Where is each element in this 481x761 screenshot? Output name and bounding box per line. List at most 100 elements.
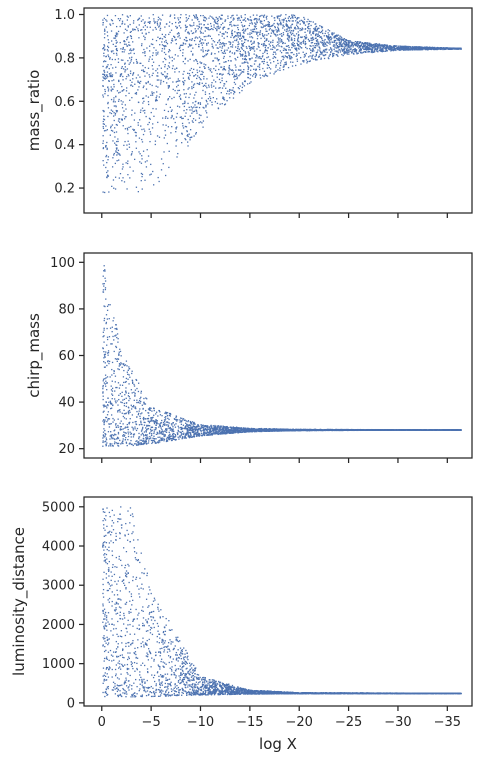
scatter-point <box>107 39 109 41</box>
scatter-point <box>223 85 225 87</box>
scatter-point <box>253 18 255 21</box>
scatter-point <box>228 64 231 67</box>
scatter-point <box>153 435 155 437</box>
scatter-point <box>243 35 245 38</box>
scatter-point <box>124 62 126 64</box>
scatter-point <box>141 32 143 34</box>
scatter-point <box>149 409 152 411</box>
scatter-point <box>134 112 136 114</box>
scatter-point <box>155 411 158 413</box>
scatter-point <box>258 18 260 20</box>
scatter-point <box>177 89 179 92</box>
scatter-point <box>200 42 202 45</box>
scatter-point <box>228 72 230 74</box>
scatter-point <box>274 26 276 29</box>
scatter-point <box>197 102 199 105</box>
scatter-point <box>150 417 152 419</box>
scatter-point <box>293 38 296 40</box>
scatter-point <box>128 52 130 55</box>
scatter-point <box>116 124 118 126</box>
scatter-point <box>370 50 373 52</box>
scatter-point <box>388 48 390 50</box>
scatter-point <box>145 82 147 85</box>
scatter-point <box>113 187 115 189</box>
scatter-point <box>278 40 280 42</box>
scatter-point <box>103 366 106 368</box>
scatter-point <box>139 82 141 85</box>
scatter-point <box>142 442 145 445</box>
scatter-point <box>147 442 150 444</box>
scatter-point <box>121 366 123 368</box>
scatter-point <box>137 444 139 446</box>
scatter-point <box>102 123 104 125</box>
scatter-point <box>203 63 205 65</box>
scatter-point <box>184 79 186 82</box>
scatter-point <box>213 41 216 43</box>
scatter-point <box>274 34 277 36</box>
scatter-point <box>166 421 169 423</box>
scatter-point <box>234 57 236 60</box>
scatter-point <box>217 59 220 61</box>
scatter-point <box>281 46 283 48</box>
scatter-point <box>280 24 282 26</box>
scatter-point <box>277 69 279 71</box>
scatter-point <box>185 139 187 141</box>
scatter-point <box>234 39 236 42</box>
scatter-point <box>190 106 192 108</box>
scatter-point <box>128 399 130 402</box>
scatter-point <box>368 42 370 44</box>
scatter-point <box>201 73 203 75</box>
scatter-point <box>102 147 104 150</box>
scatter-point <box>163 438 166 441</box>
scatter-point <box>141 107 144 109</box>
scatter-point <box>372 48 374 50</box>
scatter-point <box>187 17 190 20</box>
scatter-point <box>122 101 124 103</box>
scatter-point <box>407 49 409 51</box>
scatter-point <box>145 397 147 399</box>
scatter-point <box>102 434 105 436</box>
scatter-point <box>213 24 215 26</box>
scatter-point <box>110 74 112 76</box>
scatter-point <box>394 48 397 50</box>
scatter-point <box>352 51 354 53</box>
scatter-point <box>242 71 245 73</box>
scatter-point <box>201 42 203 44</box>
scatter-point <box>365 49 368 51</box>
scatter-point <box>300 19 302 22</box>
scatter-point <box>167 126 170 128</box>
scatter-point <box>115 36 117 38</box>
scatter-point <box>185 20 187 22</box>
scatter-point <box>284 17 287 19</box>
scatter-point <box>155 438 157 440</box>
scatter-point <box>148 117 151 119</box>
scatter-point <box>283 64 285 66</box>
scatter-point <box>153 20 155 22</box>
scatter-point <box>361 42 364 45</box>
scatter-point <box>233 74 236 76</box>
scatter-point <box>102 142 104 145</box>
scatter-point <box>216 73 218 75</box>
scatter-point <box>259 68 261 71</box>
scatter-point <box>333 39 336 42</box>
scatter-point <box>104 280 107 282</box>
scatter-point <box>210 86 213 88</box>
scatter-point <box>200 28 202 30</box>
scatter-point <box>458 47 460 50</box>
scatter-point <box>284 49 286 51</box>
scatter-point <box>294 47 296 49</box>
scatter-point <box>314 45 316 47</box>
scatter-point <box>129 72 132 75</box>
scatter-point <box>103 17 105 20</box>
scatter-point <box>199 66 201 69</box>
scatter-point <box>288 39 290 41</box>
scatter-point <box>150 94 152 97</box>
scatter-point <box>265 24 268 26</box>
scatter-point <box>365 51 367 53</box>
scatter-point <box>125 442 128 444</box>
scatter-point <box>116 49 118 52</box>
scatter-point <box>102 140 104 142</box>
scatter-point <box>297 22 299 24</box>
scatter-point <box>123 144 125 147</box>
scatter-point <box>288 20 291 22</box>
